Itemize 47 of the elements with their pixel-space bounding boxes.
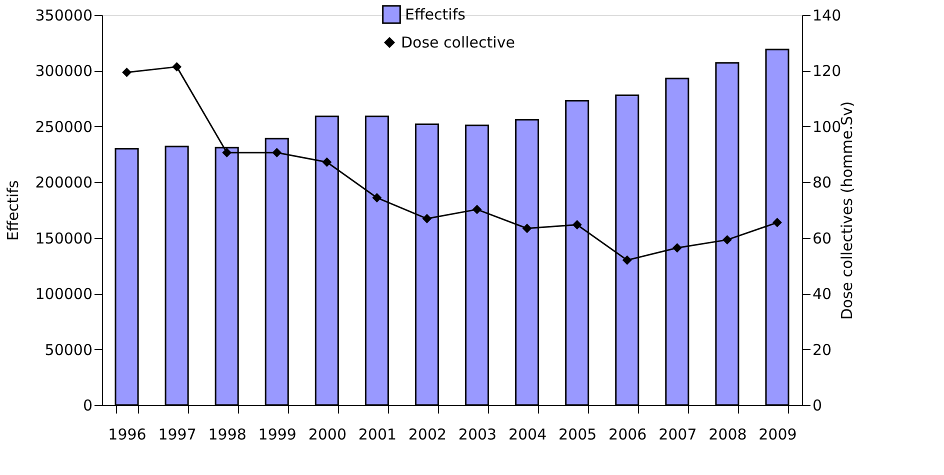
point [322,157,332,167]
y2-tick-label: 100 [812,118,842,136]
y2-tick-label: 120 [812,62,842,80]
point [572,220,582,230]
point [372,193,382,202]
point [622,255,632,265]
x-tick-label: 2004 [508,426,547,444]
y2-tick-label: 80 [812,174,832,192]
point [422,214,432,224]
point [722,235,732,245]
y-tick-label: 0 [82,396,92,414]
y2-tick-label: 0 [812,396,822,414]
x-tick-label: 2008 [708,426,747,444]
y-tick-label: 300000 [35,62,92,80]
point [222,148,232,158]
point [772,218,782,228]
y2-tick-label: 140 [812,6,842,24]
x-tick-label: 1999 [258,426,296,444]
y-tick-label: 150000 [35,229,92,248]
point [122,68,132,78]
x-tick-label: 1997 [158,426,196,444]
point [522,224,532,234]
point [672,243,682,253]
x-tick-label: 2002 [408,426,447,444]
x-tick-label: 1996 [108,426,146,444]
x-tick-label: 2006 [608,426,647,444]
x-tick-label: 1998 [208,426,246,444]
legend-label: Dose collective [401,34,515,52]
y-axis-title: Effectifs [4,180,22,241]
point [172,62,182,72]
y-tick-label: 350000 [35,6,92,24]
y-tick-label: 100000 [35,285,92,304]
y-tick-label: 200000 [35,174,92,192]
y2-tick-label: 20 [812,340,832,359]
x-tick-label: 2001 [358,426,397,444]
y-tick-label: 50000 [44,340,92,359]
legend-label: Effectifs [405,6,466,24]
x-tick-label: 2007 [658,426,697,444]
x-tick-label: 2003 [458,426,497,444]
point [472,204,482,214]
x-tick-label: 2009 [758,426,797,444]
x-tick-label: 2000 [308,426,347,444]
y-tick-label: 250000 [35,118,92,136]
point [272,148,282,158]
y2-tick-label: 40 [812,285,832,304]
x-tick-label: 2005 [558,426,597,444]
y2-tick-label: 60 [812,229,832,248]
